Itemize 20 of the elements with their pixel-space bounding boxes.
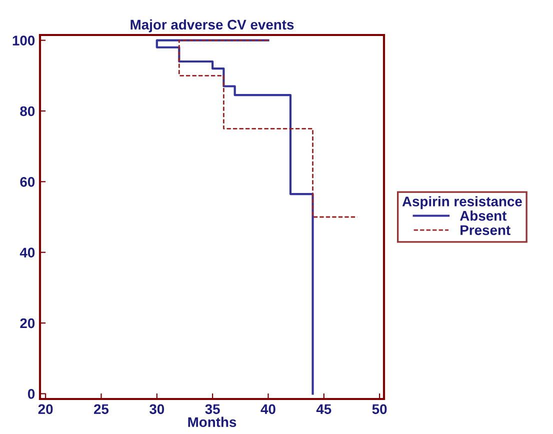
y-tick-label: 60 [20,176,35,187]
line-series [156,39,314,395]
y-tick-label: 20 [20,318,35,328]
x-axis-title: Months [188,416,236,428]
y-tick-label: 100 [12,36,35,46]
legend-title: Aspirin resistance [402,196,522,210]
x-tick-label: 30 [149,404,164,414]
y-tick-label: 80 [20,106,35,116]
y-tick-label: 0 [28,389,35,399]
y-tick-label: 40 [20,248,35,258]
line-series [178,40,358,218]
chart-title: Major adverse CV events [130,19,294,32]
x-tick-label: 35 [205,404,220,414]
x-tick-label: 40 [260,404,276,414]
legend-label: Absent [460,210,507,221]
x-tick-label: 25 [94,404,109,414]
x-tick-label: 50 [372,404,387,414]
x-tick-label: 20 [38,404,53,414]
x-tick-label: 45 [316,404,332,414]
legend-label: Present [460,225,510,236]
